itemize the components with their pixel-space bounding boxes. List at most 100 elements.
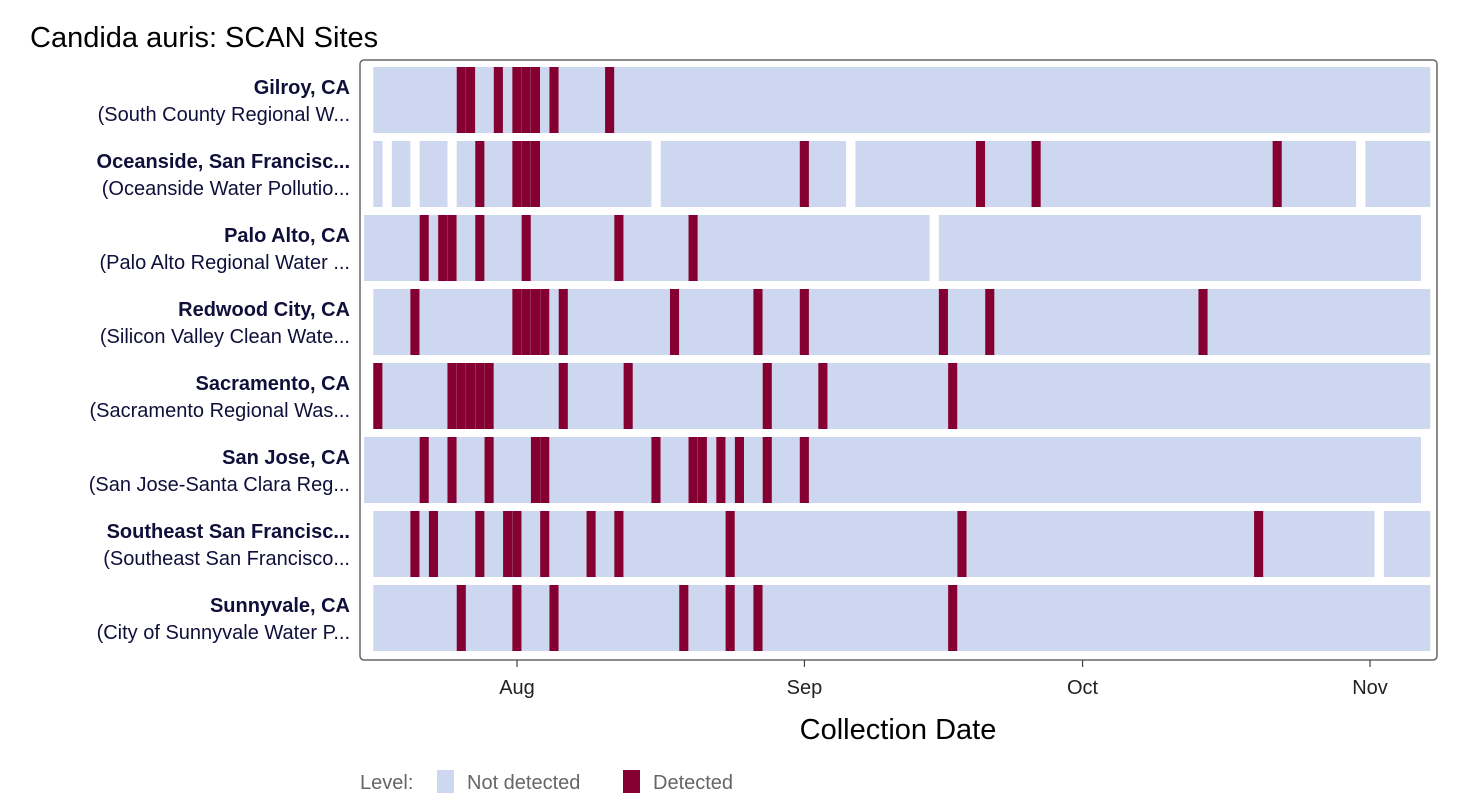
- detected-cell: [466, 67, 476, 133]
- site-facility-label: (Sacramento Regional Was...: [90, 400, 350, 422]
- site-facility-label: (City of Sunnyvale Water P...: [97, 622, 350, 644]
- detected-cell: [799, 437, 809, 503]
- detected-cell: [669, 289, 680, 355]
- detected-cell: [493, 67, 503, 133]
- x-tick-label: Sep: [787, 677, 823, 699]
- site-facility-label: (Oceanside Water Pollutio...: [102, 178, 350, 200]
- not-detected-segment: [364, 437, 1421, 503]
- site-name-label: San Jose, CA: [222, 447, 350, 469]
- site-name-label: Oceanside, San Francisc...: [97, 151, 350, 173]
- not-detected-segment: [373, 141, 383, 207]
- detected-cell: [614, 215, 624, 281]
- not-detected-segment: [373, 585, 1431, 651]
- detected-cell: [688, 437, 698, 503]
- detected-cell: [512, 511, 522, 577]
- detected-cell: [1031, 141, 1041, 207]
- site-facility-label: (South County Regional W...: [98, 104, 350, 126]
- detected-cell: [484, 363, 494, 429]
- detected-cell: [530, 141, 540, 207]
- detected-cell: [530, 437, 540, 503]
- detected-cell: [985, 289, 995, 355]
- detected-cell: [818, 363, 828, 429]
- site-name-label: Sacramento, CA: [196, 373, 351, 395]
- detected-cell: [679, 585, 689, 651]
- site-facility-label: (Southeast San Francisco...: [103, 548, 350, 570]
- detected-cell: [512, 289, 522, 355]
- detected-cell: [419, 437, 429, 503]
- not-detected-segment: [456, 141, 652, 207]
- not-detected-segment: [373, 363, 1431, 429]
- detected-cell: [975, 141, 986, 207]
- detected-cell: [475, 363, 485, 429]
- site-facility-label: (Palo Alto Regional Water ...: [100, 252, 351, 274]
- detected-cell: [762, 437, 772, 503]
- detected-cell: [456, 67, 466, 133]
- plot-frame: [359, 59, 1438, 661]
- detected-cell: [549, 67, 559, 133]
- x-axis-ticks: Aug Sep Oct Nov: [499, 660, 1388, 699]
- x-tick-label: Nov: [1352, 677, 1388, 699]
- detected-cell: [475, 215, 485, 281]
- detected-cell: [521, 215, 531, 281]
- site-row: [373, 289, 1431, 355]
- x-tick-label: Oct: [1067, 677, 1099, 699]
- not-detected-segment: [1365, 141, 1431, 207]
- site-row: [373, 67, 1431, 133]
- detected-cell: [957, 511, 967, 577]
- detected-cell: [948, 585, 958, 651]
- detected-cell: [716, 437, 726, 503]
- detected-cell: [456, 585, 466, 651]
- detected-cell: [651, 437, 661, 503]
- detected-cell: [734, 437, 744, 503]
- detected-cell: [512, 67, 522, 133]
- not-detected-segment: [855, 141, 1357, 207]
- legend-swatch-not-detected: [437, 770, 454, 793]
- detected-cell: [475, 511, 485, 577]
- detected-cell: [762, 363, 772, 429]
- site-facility-label: (San Jose-Santa Clara Reg...: [89, 474, 350, 496]
- detected-cell: [799, 289, 809, 355]
- x-axis-title: Collection Date: [800, 714, 997, 746]
- site-row: [373, 363, 1431, 429]
- detected-cell: [484, 437, 494, 503]
- detected-cell: [1272, 141, 1282, 207]
- detected-cell: [688, 215, 698, 281]
- detected-cell: [938, 289, 948, 355]
- detected-cell: [948, 363, 958, 429]
- detected-cell: [623, 363, 633, 429]
- detected-cell: [373, 363, 383, 429]
- not-detected-segment: [364, 215, 930, 281]
- detected-cell: [428, 511, 439, 577]
- site-name-label: Redwood City, CA: [178, 299, 350, 321]
- not-detected-segment: [373, 289, 1431, 355]
- detected-cell: [475, 141, 485, 207]
- detected-cell: [753, 585, 763, 651]
- site-facility-label: (Silicon Valley Clean Wate...: [100, 326, 350, 348]
- site-labels: Gilroy, CA (South County Regional W... Oce…: [89, 77, 350, 644]
- detected-cell: [540, 289, 550, 355]
- detected-cell: [558, 363, 568, 429]
- site-name-label: Palo Alto, CA: [224, 225, 350, 247]
- detected-cell: [540, 511, 550, 577]
- not-detected-segment: [1383, 511, 1431, 577]
- detected-cell: [447, 437, 457, 503]
- detected-cell: [799, 141, 809, 207]
- chart-title: Candida auris: SCAN Sites: [30, 22, 379, 54]
- detected-cell: [521, 289, 531, 355]
- detected-cell: [456, 363, 466, 429]
- not-detected-segment: [391, 141, 411, 207]
- legend-swatch-detected: [623, 770, 640, 793]
- x-tick-label: Aug: [499, 677, 535, 699]
- detected-cell: [447, 363, 457, 429]
- detected-cell: [1254, 511, 1264, 577]
- not-detected-segment: [938, 215, 1421, 281]
- detected-cell: [466, 363, 476, 429]
- not-detected-segment: [660, 141, 847, 207]
- detected-cell: [753, 289, 763, 355]
- detected-cell: [549, 585, 559, 651]
- detected-cell: [503, 511, 513, 577]
- detected-cell: [512, 585, 522, 651]
- detected-cell: [697, 437, 707, 503]
- detected-cell: [1198, 289, 1208, 355]
